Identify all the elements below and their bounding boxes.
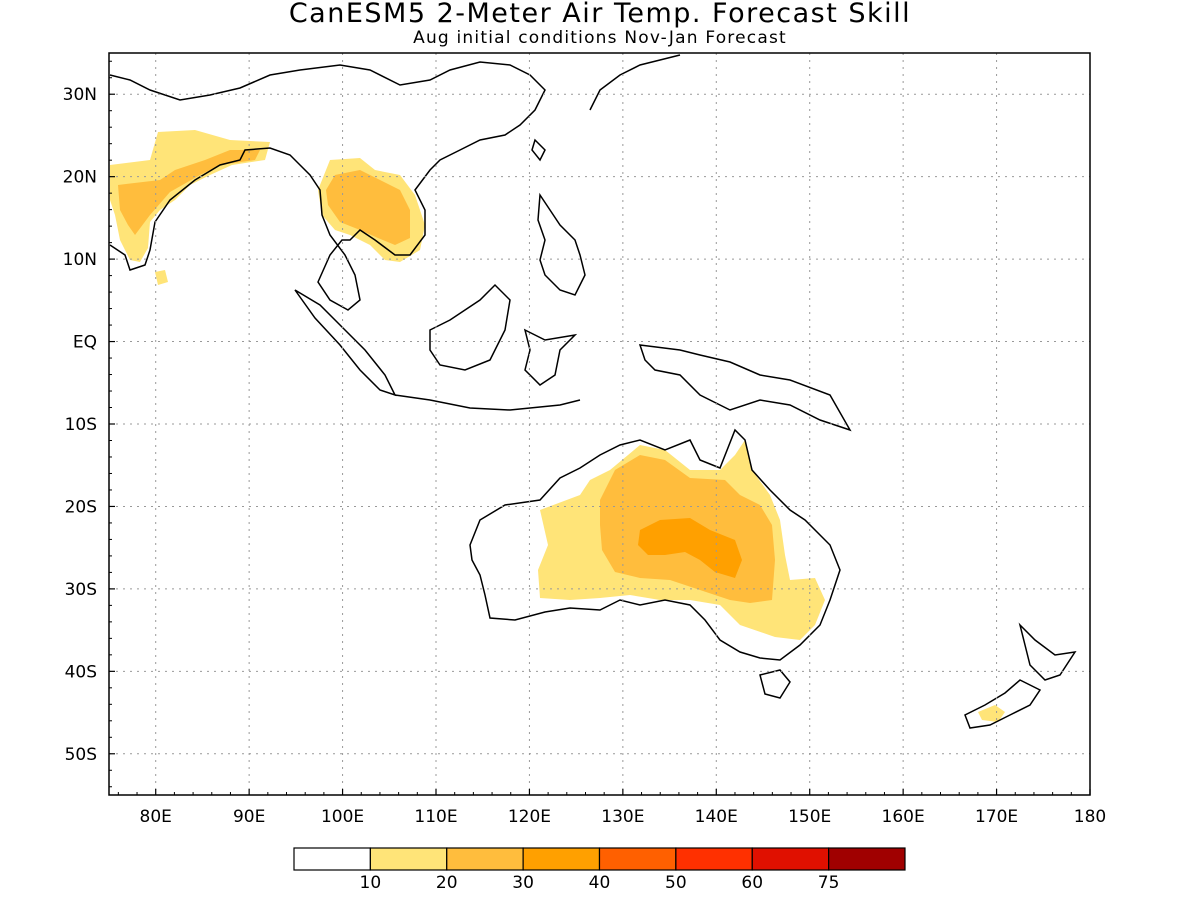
coast-sumatra (294, 289, 397, 397)
lon-tick-label: 80E (140, 807, 172, 827)
lon-tick-label: 170E (975, 807, 1018, 827)
colorbar-label: 50 (665, 873, 687, 893)
coast-nz-south (964, 679, 1042, 729)
skill-region-indochina-2 (326, 170, 410, 245)
lat-tick-label: 10N (63, 250, 97, 270)
coast-japan (589, 54, 681, 111)
colorbar-swatch (446, 847, 524, 871)
lat-tick-label: 40S (65, 662, 97, 682)
lat-tick-label: 20S (65, 497, 97, 517)
map-grid (109, 53, 1090, 795)
coast-australia (469, 428, 841, 661)
map-title: CanESM5 2-Meter Air Temp. Forecast Skill (288, 0, 912, 29)
lon-tick-label: 100E (321, 807, 364, 827)
coast-nz-north (1018, 622, 1077, 681)
lon-tick-label: 130E (601, 807, 644, 827)
lon-tick-label: 180 (1074, 807, 1106, 827)
colorbar-label: 10 (360, 873, 382, 893)
colorbar-swatch (828, 847, 906, 871)
colorbar-label: 20 (436, 873, 458, 893)
lat-tick-label: 30S (65, 580, 97, 600)
lon-tick-label: 150E (788, 807, 831, 827)
lon-tick-label: 110E (414, 807, 457, 827)
coast-new-guinea (638, 344, 852, 432)
map-axes: 80E 90E 100E 110E 120E 130E 140E 150E 160E 170E 18… (63, 60, 1106, 827)
coast-sulawesi (523, 328, 578, 386)
skill-region-nz (978, 705, 1005, 722)
colorbar-label: 75 (818, 873, 840, 893)
colorbar-swatch (598, 847, 677, 871)
colorbar-label: 30 (512, 873, 534, 893)
lat-tick-label: 20N (63, 168, 97, 188)
lon-tick-label: 160E (882, 807, 925, 827)
coast-taiwan (531, 138, 546, 162)
coast-java (394, 394, 581, 411)
lon-tick-label: 120E (508, 807, 551, 827)
skill-region-india-2 (118, 150, 260, 235)
lon-tick-label: 140E (695, 807, 738, 827)
coast-philippines (537, 192, 586, 296)
coast-south-asia (109, 61, 546, 311)
skill-region-australia-3 (638, 518, 742, 578)
coast-borneo (429, 283, 511, 371)
coastlines (109, 54, 1077, 729)
colorbar: 10 20 30 40 50 60 75 (293, 847, 906, 893)
lat-tick-label: 30N (63, 85, 97, 105)
lat-tick-label: 50S (65, 745, 97, 765)
colorbar-label: 40 (589, 873, 611, 893)
lat-tick-label: EQ (73, 333, 97, 353)
coast-tasmania (759, 669, 791, 699)
skill-region-srilanka (155, 270, 168, 285)
colorbar-swatch (293, 847, 371, 871)
colorbar-label: 60 (741, 873, 763, 893)
colorbar-swatch (751, 847, 830, 871)
skill-shading (110, 130, 1005, 722)
colorbar-swatch (369, 847, 448, 871)
colorbar-swatch (522, 847, 601, 871)
colorbar-swatch (675, 847, 753, 871)
lat-tick-label: 10S (65, 415, 97, 435)
map-subtitle: Aug initial conditions Nov-Jan Forecast (413, 28, 787, 48)
lon-tick-label: 90E (233, 807, 265, 827)
